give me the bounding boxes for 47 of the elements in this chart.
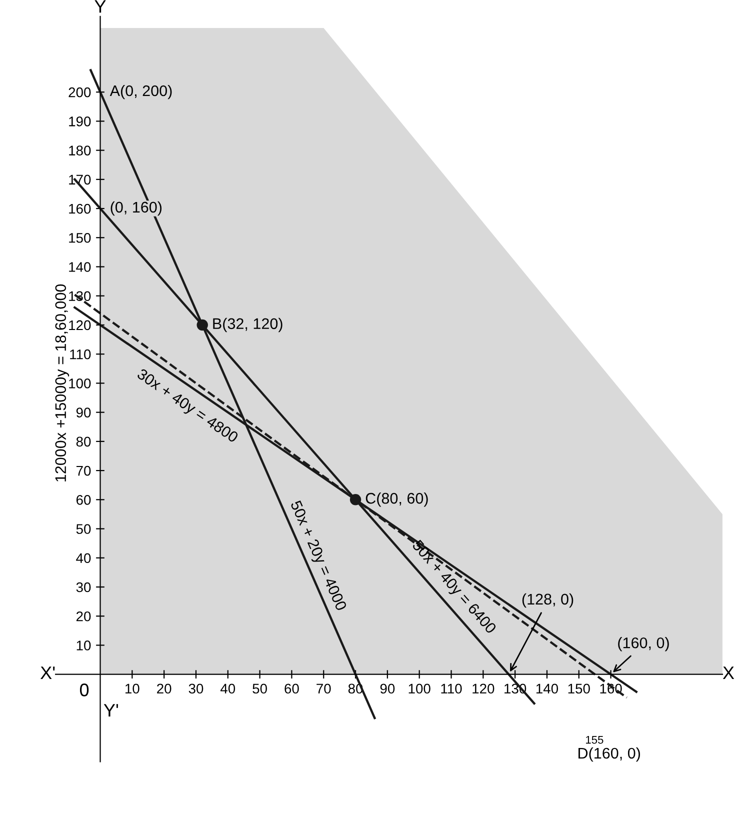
x-tick-label: 90 xyxy=(380,684,395,694)
x-tick-label: 110 xyxy=(441,684,462,694)
annotation: D(160, 0) xyxy=(578,747,640,762)
y-tick-label: 160 xyxy=(69,204,91,214)
text: X' xyxy=(40,666,55,679)
x-tick-label: 30 xyxy=(188,684,204,694)
y-tick-label: 20 xyxy=(76,611,91,622)
y-tick-label: 200 xyxy=(68,87,91,98)
x-tick-label: 50 xyxy=(252,684,267,694)
x-tick-label: 20 xyxy=(157,684,172,694)
annotation: (160, 0) xyxy=(618,637,669,652)
y-tick-label: 50 xyxy=(76,524,91,534)
x-tick-label: 10 xyxy=(125,684,140,694)
annotation: C(80, 60) xyxy=(366,492,428,507)
annotation: 0 xyxy=(80,684,89,696)
annotation: 30x + 40y = 4800 xyxy=(134,368,240,446)
y-tick-label: 190 xyxy=(69,116,91,126)
y-tick-label: 40 xyxy=(76,553,91,564)
x-tick-label: 140 xyxy=(536,684,558,694)
y-tick-label: 120 xyxy=(69,320,91,330)
x-tick-label: 60 xyxy=(284,684,299,694)
annotation: (0, 160) xyxy=(110,201,162,216)
text: Y xyxy=(94,0,106,13)
y-tick-label: 150 xyxy=(69,232,91,243)
y-tick-label: 70 xyxy=(76,466,91,476)
y-tick-label: 90 xyxy=(76,408,91,418)
x-tick-label: 120 xyxy=(472,684,494,694)
annotation: 12000x +15000y = 18,60,000 xyxy=(55,284,70,482)
y-tick-label: 180 xyxy=(69,146,91,156)
y-tick-label: 60 xyxy=(76,494,91,505)
annotation: 155 xyxy=(586,736,604,744)
y-tick-label: 100 xyxy=(69,378,91,388)
annotation: A(0, 200) xyxy=(110,84,172,100)
annotation: (128, 0) xyxy=(522,593,574,608)
text: X xyxy=(722,666,734,679)
x-tick-label: 100 xyxy=(408,684,430,694)
annotation: B(32, 120) xyxy=(213,318,282,332)
y-tick-label: 10 xyxy=(76,640,91,650)
y-tick-label: 110 xyxy=(70,349,91,360)
annotation: Y' xyxy=(104,704,118,717)
y-tick-label: 80 xyxy=(76,436,91,447)
x-tick-label: 40 xyxy=(220,684,236,694)
y-tick-label: 140 xyxy=(69,262,91,272)
x-tick-label: 150 xyxy=(568,684,590,694)
annotation: 50x + 20y = 4000 xyxy=(288,500,348,612)
x-tick-label: 70 xyxy=(316,684,331,694)
y-tick-label: 30 xyxy=(76,582,91,592)
